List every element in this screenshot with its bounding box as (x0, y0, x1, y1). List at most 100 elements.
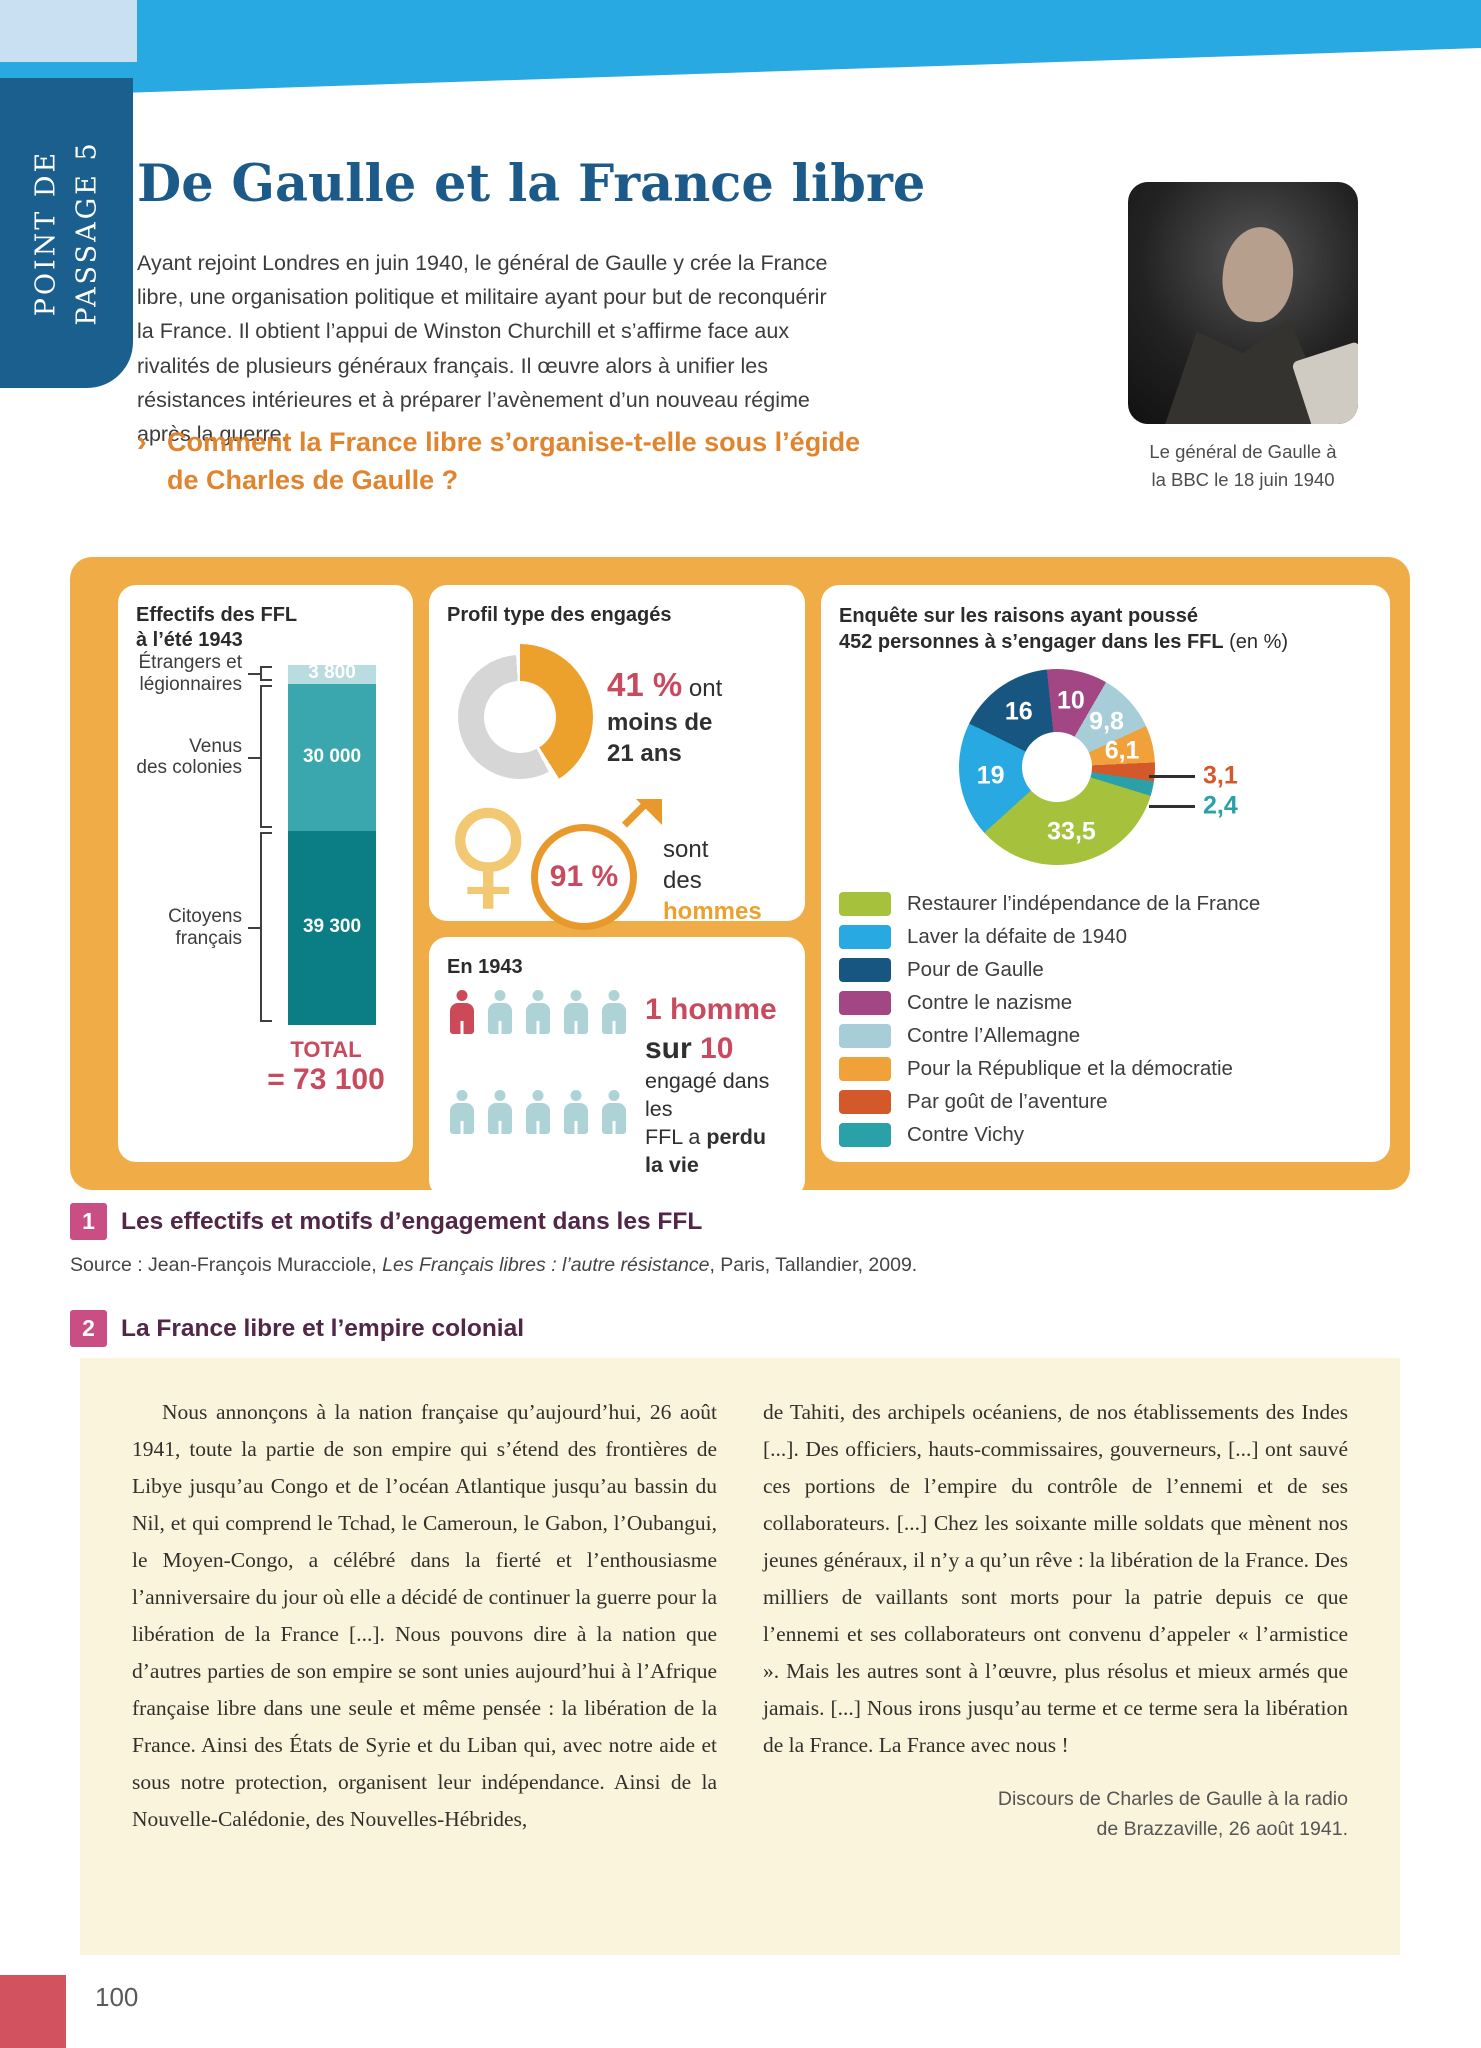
guiding-question: › Comment la France libre s’organise-t-e… (137, 424, 867, 500)
age-line3: 21 ans (607, 740, 682, 768)
legend-row: Pour la République et la démocratie (839, 1052, 1372, 1085)
age-line2: moins de (607, 709, 713, 737)
legend-row: Pour de Gaulle (839, 953, 1372, 986)
survey-card: Enquête sur les raisons ayant poussé 452… (821, 585, 1390, 1162)
pie-slice-label: 33,5 (1047, 817, 1096, 846)
survey-legend: Restaurer l’indépendance de la France Lav… (839, 887, 1372, 1151)
doc1-number-badge: 1 (70, 1203, 107, 1240)
bar-segment (288, 831, 376, 1025)
speech-quote-block: Nous annonçons à la nation française qu’… (80, 1358, 1400, 1955)
legend-row: Contre l’Allemagne (839, 1019, 1372, 1052)
bar-segment-value: 39 300 (302, 916, 362, 938)
photo-de-gaulle (1128, 182, 1358, 424)
legend-row: Laver la défaite de 1940 (839, 920, 1372, 953)
top-lightblue-block (0, 0, 137, 62)
doc1-caption: 1 Les effectifs et motifs d’engagement d… (70, 1203, 702, 1240)
bar-segment-value: 3 800 (308, 662, 356, 684)
person-icon (523, 990, 553, 1034)
age-row: 41 % ont moins de 21 ans (447, 644, 787, 790)
people-grid (447, 990, 629, 1180)
intro-paragraph: Ayant rejoint Londres en juin 1940, le g… (137, 250, 828, 447)
casualties-card: En 1943 1 homme sur 10 engagé dans les F… (429, 937, 805, 1198)
bar-segment-label: Étrangers et légionnaires (138, 652, 243, 696)
person-icon (447, 1090, 477, 1134)
legend-swatch (839, 891, 891, 916)
legend-swatch (839, 990, 891, 1015)
male-percent: 91 % (549, 860, 619, 893)
legend-label: Pour la République et la démocratie (907, 1056, 1233, 1080)
legend-swatch (839, 957, 891, 982)
legend-label: Laver la défaite de 1940 (907, 924, 1127, 948)
profile-title: Profil type des engagés (447, 604, 672, 626)
photo-face-shape (1218, 223, 1298, 326)
male-symbol-icon: 91 % (531, 799, 662, 930)
age-text: 41 % ont moins de 21 ans (607, 664, 722, 769)
casualties-big-red: 1 homme (645, 993, 777, 1026)
casualties-row: 1 homme sur 10 engagé dans les FFL a per… (447, 990, 787, 1180)
bar-segment-label: Venus des colonies (136, 735, 242, 779)
casualties-line4: FFL a (645, 1124, 707, 1149)
legend-swatch (839, 924, 891, 949)
ffl-chart: 3 800 Étrangers et légionnaires 30 000 Venu… (136, 653, 395, 1031)
bar-segment-label: Citoyens français (168, 906, 242, 950)
bar-bracket-tick (248, 756, 260, 759)
pie-outside-label: 2,4 (1203, 791, 1238, 820)
source-suffix: , Paris, Tallandier, 2009. (709, 1254, 918, 1276)
gender-highlight: hommes (663, 898, 762, 926)
top-blue-band (0, 0, 1481, 97)
doc1-caption-text: Les effectifs et motifs d’engagement dan… (121, 1207, 703, 1235)
gender-row: ♀ 91 % sont des hommes (445, 794, 787, 936)
pie-slice-label: 6,1 (1104, 736, 1140, 765)
gender-line2: des (663, 867, 702, 895)
quote-column-1: Nous annonçons à la nation française qu’… (132, 1400, 717, 1831)
legend-label: Restaurer l’indépendance de la France (907, 891, 1261, 915)
infographic-panel: Effectifs des FFL à l’été 1943 3 800 Étra… (70, 557, 1410, 1198)
survey-pie-wrap: 10 9,8 6,1 3,1 2,4 33,5 19 16 (839, 661, 1372, 879)
survey-title-normal: (en %) (1223, 631, 1289, 653)
point-de-passage-label: POINT DE PASSAGE 5 (30, 140, 102, 326)
doc2-caption: 2 La France libre et l’empire colonial (70, 1310, 524, 1347)
source-prefix: Source : Jean-François Muracciole, (70, 1254, 383, 1276)
legend-row: Contre Vichy (839, 1118, 1372, 1151)
bar-bracket (260, 832, 272, 1022)
bar-segment-value: 30 000 (302, 745, 362, 767)
person-icon (485, 1090, 515, 1134)
legend-swatch (839, 1089, 891, 1114)
legend-row: Restaurer l’indépendance de la France (839, 887, 1372, 920)
legend-label: Pour de Gaulle (907, 957, 1044, 981)
ffl-total-value: = 73 100 (267, 1063, 385, 1096)
quote-column-2: de Tahiti, des archipels océaniens, de n… (763, 1394, 1348, 1919)
ffl-total: TOTAL = 73 100 (264, 1037, 388, 1097)
pie-slice-label: 16 (1004, 697, 1033, 726)
casualties-text: 1 homme sur 10 engagé dans les FFL a per… (645, 990, 787, 1180)
profile-card: Profil type des engagés 41 % ont moins d… (429, 585, 805, 930)
age-ont: ont (682, 675, 723, 703)
pie-slice-label: 19 (976, 761, 1005, 790)
survey-title: Enquête sur les raisons ayant poussé 452… (839, 603, 1372, 655)
point-de-passage-banner: POINT DE PASSAGE 5 (0, 78, 133, 388)
quote-attribution: Discours de Charles de Gaulle à la radio… (997, 1787, 1348, 1840)
bar-segment (288, 665, 376, 684)
ffl-chart-title: Effectifs des FFL à l’été 1943 (136, 604, 298, 651)
doc1-source: Source : Jean-François Muracciole, Les F… (70, 1254, 917, 1277)
bar-bracket-tick (248, 927, 260, 930)
ffl-total-label: TOTAL (290, 1037, 362, 1062)
quote-column-2-text: de Tahiti, des archipels océaniens, de n… (763, 1400, 1348, 1757)
photo-caption: Le général de Gaulle à la BBC le 18 juin… (1149, 441, 1337, 490)
source-book-title: Les Français libres : l’autre résistance (382, 1254, 710, 1276)
person-icon (447, 990, 477, 1034)
age-donut-chart (447, 644, 593, 790)
guiding-question-text: Comment la France libre s’organise-t-ell… (167, 427, 861, 495)
casualties-line3: engagé dans les (645, 1069, 770, 1121)
bar-segment (288, 683, 376, 832)
doc2-caption-text: La France libre et l’empire colonial (121, 1314, 525, 1342)
legend-label: Par goût de l’aventure (907, 1089, 1108, 1113)
footer-color-square (0, 1975, 66, 2048)
legend-swatch (839, 1056, 891, 1081)
page-number: 100 (95, 1982, 139, 2012)
legend-row: Contre le nazisme (839, 986, 1372, 1019)
survey-title-bold: Enquête sur les raisons ayant poussé 452… (839, 605, 1224, 653)
person-icon (561, 990, 591, 1034)
survey-pie-hole (1022, 732, 1092, 802)
